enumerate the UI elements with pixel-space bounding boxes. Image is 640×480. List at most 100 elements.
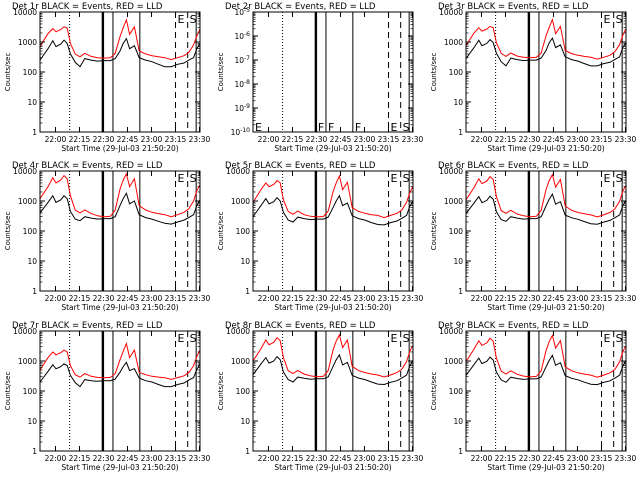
lld-series-line (465, 173, 627, 218)
chart-title: Det 3r BLACK = Events, RED = LLD (438, 2, 589, 12)
x-tick-label: 22:30 (93, 294, 115, 303)
x-tick-label: 22:45 (330, 454, 352, 463)
x-tick-label: 23:30 (402, 135, 424, 144)
y-tick-label: 100 (236, 227, 251, 236)
x-tick-label: 22:30 (306, 294, 328, 303)
x-tick-label: 22:00 (45, 294, 67, 303)
events-series-line (39, 361, 201, 388)
top-event-label: E (178, 332, 185, 345)
y-tick-label: 10-10 (231, 127, 251, 137)
x-tick-label: 23:30 (615, 135, 637, 144)
y-tick-label: 1000 (231, 357, 250, 366)
x-axis-label: Start Time (29-Jul-03 21:50:20) (274, 303, 391, 312)
x-tick-label: 22:15 (495, 454, 517, 463)
x-tick-label: 22:00 (45, 135, 67, 144)
chart-panel: Det 7r BLACK = Events, RED = LLD 1 10 100 10… (4, 321, 211, 472)
bottom-event-label: F (318, 121, 324, 134)
y-tick-label: 10000 (439, 327, 463, 336)
top-event-label: S (190, 332, 197, 345)
events-series-line (465, 192, 627, 225)
x-tick-label: 22:45 (117, 294, 139, 303)
x-tick-label: 23:00 (141, 135, 163, 144)
chart-panel: Det 2r BLACK = Events, RED = LLD 10-10 10-… (217, 2, 424, 153)
x-tick-label: 23:00 (567, 454, 589, 463)
x-tick-label: 22:30 (93, 454, 115, 463)
y-tick-label: 100 (449, 227, 464, 236)
y-tick-label: 10000 (226, 327, 250, 336)
x-tick-label: 23:00 (354, 454, 376, 463)
lld-series-line (39, 341, 201, 380)
bottom-event-label: E (255, 121, 262, 134)
y-tick-label: 10 (240, 417, 250, 426)
x-axis-label: Start Time (29-Jul-03 21:50:20) (61, 144, 178, 153)
chart-title: Det 4r BLACK = Events, RED = LLD (12, 161, 163, 171)
chart-title: Det 5r BLACK = Events, RED = LLD (225, 161, 376, 171)
top-event-label: S (190, 172, 197, 185)
x-tick-label: 22:45 (330, 294, 352, 303)
x-tick-label: 22:30 (93, 135, 115, 144)
y-axis-label: Counts/sec (430, 53, 438, 92)
x-tick-label: 22:00 (471, 454, 493, 463)
y-tick-label: 1 (245, 287, 250, 296)
x-tick-label: 23:15 (591, 135, 613, 144)
x-tick-label: 22:30 (306, 135, 328, 144)
y-tick-label: 1000 (444, 38, 463, 47)
x-tick-label: 22:45 (543, 135, 565, 144)
y-tick-label: 1 (245, 447, 250, 456)
y-tick-label: 10000 (439, 8, 463, 17)
x-tick-label: 23:15 (378, 294, 400, 303)
y-tick-label: 100 (23, 387, 38, 396)
lld-series-line (465, 334, 627, 378)
x-tick-label: 22:00 (471, 135, 493, 144)
chart-title: Det 6r BLACK = Events, RED = LLD (438, 161, 589, 171)
lld-series-line (252, 174, 414, 219)
x-tick-label: 22:45 (117, 135, 139, 144)
x-tick-label: 23:00 (141, 454, 163, 463)
x-axis-label: Start Time (29-Jul-03 21:50:20) (487, 463, 604, 472)
x-tick-label: 23:15 (591, 454, 613, 463)
x-tick-label: 22:15 (69, 294, 91, 303)
y-axis-label: Counts/sec (217, 53, 225, 92)
top-event-label: E (391, 172, 398, 185)
chart-title: Det 7r BLACK = Events, RED = LLD (12, 321, 163, 331)
x-tick-label: 22:15 (282, 135, 304, 144)
x-tick-label: 22:15 (69, 135, 91, 144)
x-tick-label: 22:00 (258, 135, 280, 144)
x-tick-label: 22:15 (69, 454, 91, 463)
lld-series-line (252, 333, 414, 378)
x-tick-label: 22:45 (543, 454, 565, 463)
x-axis-label: Start Time (29-Jul-03 21:50:20) (487, 303, 604, 312)
x-tick-label: 23:00 (354, 294, 376, 303)
top-event-label: E (604, 172, 611, 185)
y-tick-label: 10-6 (234, 31, 250, 41)
y-tick-label: 10 (453, 417, 463, 426)
top-event-label: S (190, 13, 197, 26)
chart-title: Det 8r BLACK = Events, RED = LLD (225, 321, 376, 331)
lld-series-line (39, 172, 201, 218)
x-tick-label: 22:45 (543, 294, 565, 303)
y-tick-label: 1 (458, 128, 463, 137)
x-tick-label: 23:30 (615, 454, 637, 463)
y-axis-label: Counts/sec (4, 372, 12, 411)
y-axis-label: Counts/sec (4, 53, 12, 92)
y-axis-label: Counts/sec (430, 372, 438, 411)
bottom-event-label: F (328, 121, 334, 134)
lld-series-line (465, 17, 627, 60)
y-tick-label: 10000 (13, 327, 37, 336)
y-tick-label: 10-9 (234, 103, 250, 113)
x-tick-label: 22:15 (282, 294, 304, 303)
y-tick-label: 1000 (444, 357, 463, 366)
events-series-line (39, 192, 201, 225)
y-tick-label: 10-8 (234, 79, 250, 89)
y-axis-label: Counts/sec (217, 372, 225, 411)
y-tick-label: 10000 (13, 167, 37, 176)
x-tick-label: 23:00 (567, 294, 589, 303)
y-tick-label: 10 (27, 257, 37, 266)
chart-title: Det 1r BLACK = Events, RED = LLD (12, 2, 163, 12)
x-tick-label: 23:30 (189, 454, 211, 463)
y-tick-label: 10 (453, 257, 463, 266)
y-tick-label: 1 (32, 287, 37, 296)
top-event-label: E (604, 332, 611, 345)
events-series-line (465, 36, 627, 67)
top-event-label: S (403, 172, 410, 185)
